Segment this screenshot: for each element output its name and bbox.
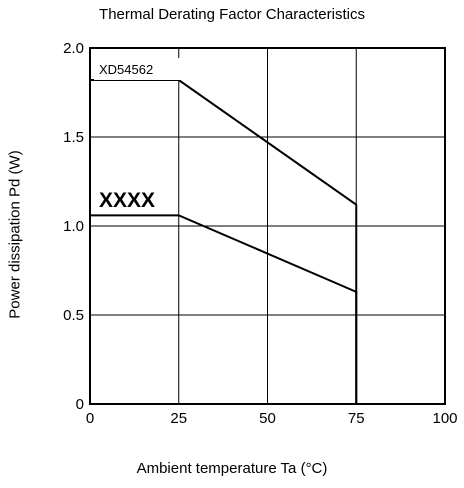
x-tick-label-25: 25 xyxy=(170,410,187,427)
y-tick-label-1.5: 1.5 xyxy=(63,129,84,146)
series-line-xd54562 xyxy=(90,79,358,404)
x-tick-label-0: 0 xyxy=(86,410,94,427)
y-tick-label-1.0: 1.0 xyxy=(63,218,84,235)
series-line-xxxx xyxy=(90,214,358,404)
series-label-background xyxy=(94,58,182,80)
grid-lines xyxy=(90,48,445,404)
series-label-xxxx: XXXX xyxy=(99,189,155,212)
series-lines xyxy=(90,79,358,404)
x-tick-label-75: 75 xyxy=(348,410,365,427)
x-axis-label: Ambient temperature Ta (°C) xyxy=(136,460,328,477)
series-label-xd54562: XD54562 xyxy=(99,62,153,77)
y-tick-label-0.5: 0.5 xyxy=(63,307,84,324)
plot-frame xyxy=(89,47,446,405)
tick-labels: 0 25 50 75 100 0 0.5 1.0 1.5 2.0 xyxy=(63,40,457,427)
y-tick-label-0: 0 xyxy=(76,396,84,413)
y-axis-label: Power dissipation Pd (W) xyxy=(6,150,24,319)
x-tick-label-50: 50 xyxy=(259,410,276,427)
chart-title: Thermal Derating Factor Characteristics xyxy=(99,6,365,23)
y-tick-label-2.0: 2.0 xyxy=(63,40,84,57)
x-tick-label-100: 100 xyxy=(432,410,457,427)
